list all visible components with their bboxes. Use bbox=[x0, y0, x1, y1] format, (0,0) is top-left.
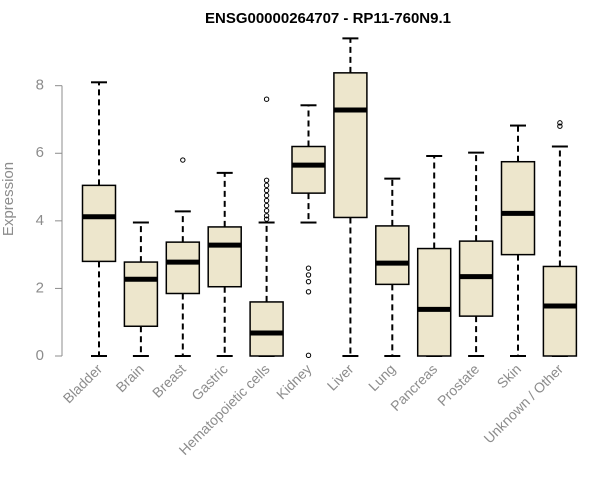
box-bladder bbox=[81, 81, 117, 357]
outlier-point bbox=[305, 265, 312, 271]
iqr-box bbox=[165, 241, 201, 295]
iqr-box bbox=[81, 184, 117, 263]
x-tick-label: Kidney bbox=[273, 361, 315, 403]
box-hematopoietic-cells bbox=[249, 96, 284, 357]
iqr-box bbox=[249, 301, 284, 357]
y-tick-label: 0 bbox=[36, 347, 44, 364]
outlier-point bbox=[557, 120, 563, 126]
box-brain bbox=[123, 221, 159, 357]
box-gastric bbox=[207, 171, 242, 357]
outlier-point bbox=[263, 177, 270, 183]
iqr-box bbox=[123, 261, 159, 328]
x-tick-label: Brain bbox=[113, 361, 147, 395]
x-tick-label: Skin bbox=[494, 361, 525, 392]
box-breast bbox=[165, 157, 201, 357]
x-tick-label: Bladder bbox=[60, 361, 106, 407]
y-tick-label: 4 bbox=[36, 212, 44, 229]
iqr-box bbox=[207, 226, 242, 288]
outlier-point bbox=[263, 197, 270, 204]
outlier-point bbox=[557, 123, 563, 129]
iqr-box bbox=[542, 265, 578, 357]
outlier-point bbox=[263, 182, 270, 189]
y-tick-label: 6 bbox=[36, 144, 44, 161]
iqr-box bbox=[375, 225, 410, 286]
y-tick-label: 8 bbox=[36, 77, 44, 94]
y-tick-label: 2 bbox=[36, 279, 44, 296]
x-tick-label: Breast bbox=[149, 361, 189, 401]
box-prostate bbox=[458, 151, 494, 357]
x-tick-label: Pancreas bbox=[387, 361, 440, 414]
chart-title: ENSG00000264707 - RP11-760N9.1 bbox=[205, 10, 451, 27]
x-tick-label: Prostate bbox=[434, 361, 482, 409]
y-axis: 0 2 4 6 8 bbox=[36, 77, 63, 364]
outlier-point bbox=[305, 278, 312, 285]
outlier-point bbox=[305, 272, 312, 278]
outlier-point bbox=[263, 213, 270, 219]
outlier-point bbox=[305, 289, 312, 295]
x-tick-label: Liver bbox=[324, 361, 357, 394]
outlier-point bbox=[263, 216, 270, 222]
y-axis-label: Expression bbox=[0, 162, 17, 236]
x-tick-label: Lung bbox=[365, 361, 398, 394]
outlier-point bbox=[180, 157, 186, 163]
iqr-box bbox=[416, 247, 452, 357]
box-lung bbox=[375, 177, 410, 357]
outlier-point bbox=[305, 352, 312, 359]
box-unknown-other bbox=[542, 120, 578, 357]
box-pancreas bbox=[416, 154, 452, 357]
box-liver bbox=[333, 37, 368, 357]
iqr-box bbox=[291, 145, 326, 194]
outlier-point bbox=[263, 96, 270, 102]
box-kidney bbox=[291, 104, 326, 359]
outlier-point bbox=[263, 192, 270, 199]
iqr-box bbox=[500, 160, 536, 256]
boxes bbox=[81, 37, 578, 359]
x-tick-label: Unknown / Other bbox=[480, 361, 566, 447]
outlier-point bbox=[263, 202, 270, 209]
outlier-point bbox=[263, 208, 270, 214]
iqr-box bbox=[333, 72, 368, 219]
outlier-point bbox=[263, 187, 270, 194]
box-skin bbox=[500, 124, 536, 357]
